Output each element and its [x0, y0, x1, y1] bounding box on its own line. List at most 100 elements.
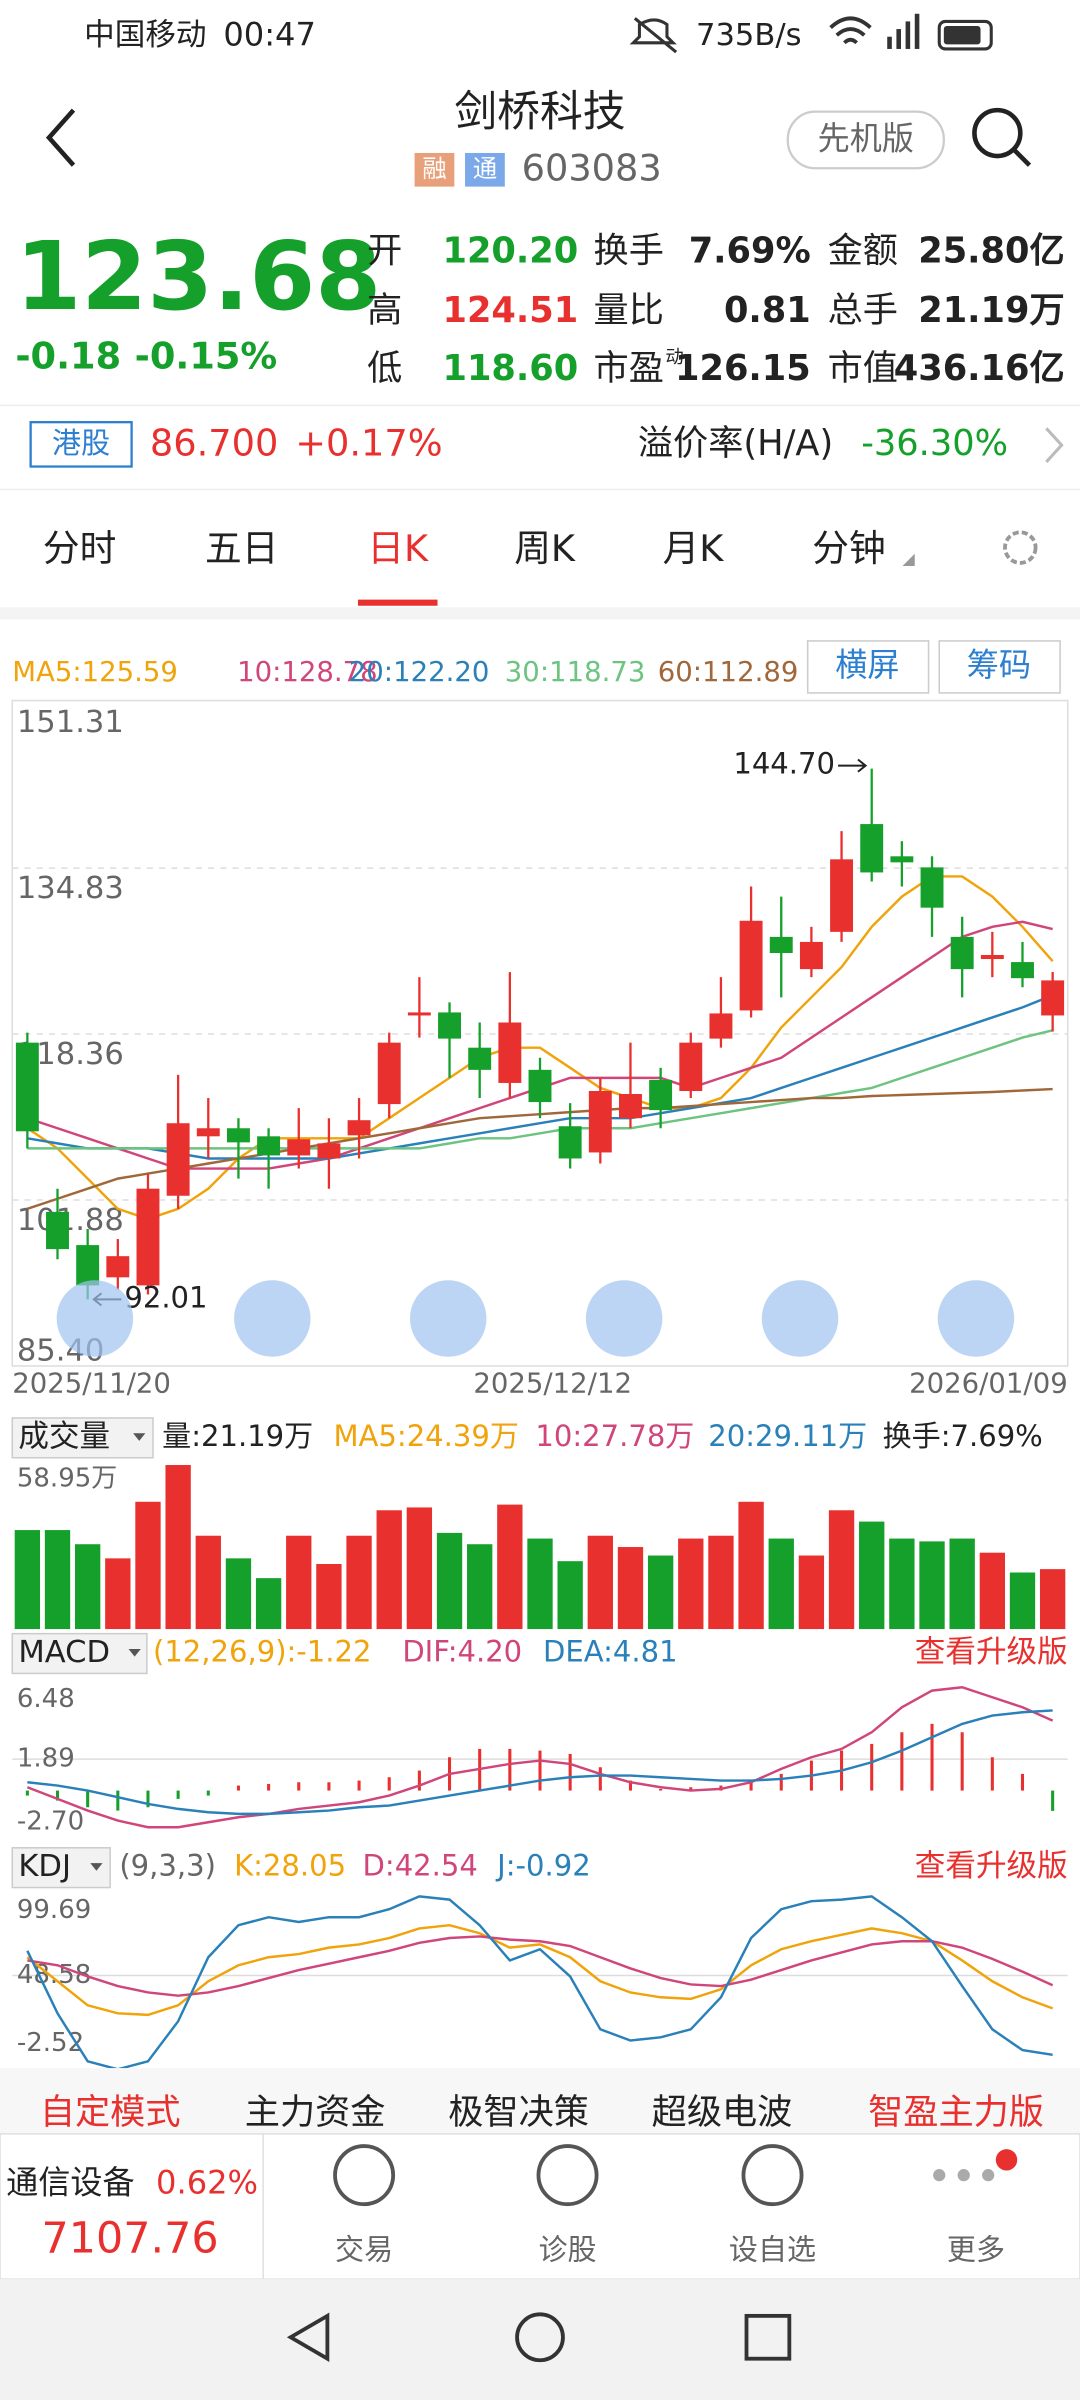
bottom-tab[interactable]: 主力资金 — [245, 2092, 386, 2133]
dropdown-caret — [90, 1863, 103, 1871]
nav-home[interactable] — [515, 2312, 565, 2363]
y-tick-label: 101.88 — [17, 1203, 124, 1238]
macd-params: (12,26,9):-1.22 — [153, 1635, 371, 1669]
hk-price: 86.700 — [150, 422, 278, 465]
bottom-tab[interactable]: 超级电波 — [652, 2092, 793, 2133]
field-value: 124.51 — [443, 290, 579, 331]
volume-stat: 量:21.19万 — [162, 1419, 313, 1453]
volume-stat: 10:27.78万 — [535, 1419, 694, 1453]
tag: 通 — [473, 154, 497, 183]
field-label-sup: 动 — [665, 347, 683, 368]
volume-bar — [195, 1535, 221, 1630]
chips-button[interactable] — [938, 640, 1061, 694]
volume-bar — [979, 1552, 1006, 1630]
field-label: 市值 — [828, 348, 898, 389]
indicator-line — [27, 1935, 1054, 1997]
volume-stat: 换手:7.69% — [883, 1419, 1043, 1453]
clock: 00:47 — [223, 16, 316, 54]
y-tick-label: 6.48 — [17, 1684, 75, 1714]
field-label: 总手 — [828, 290, 898, 331]
zoom-button[interactable] — [234, 1280, 311, 1357]
candle-body — [257, 1136, 281, 1156]
price-change-pct: -0.15% — [135, 334, 278, 377]
bottom-tab[interactable]: 自定模式 — [40, 2092, 181, 2133]
tab[interactable]: 五日 — [205, 527, 278, 570]
indicator-select[interactable] — [11, 1632, 148, 1675]
field-value: 118.60 — [443, 348, 579, 389]
tab[interactable]: 周K — [514, 527, 576, 570]
y-tick-label: 1.89 — [17, 1744, 75, 1774]
legend-item: 20:122.20 — [349, 656, 490, 688]
legend-item: K:28.05 — [234, 1849, 346, 1883]
tab[interactable]: 月K — [663, 527, 725, 570]
zoom-button[interactable] — [937, 1280, 1015, 1357]
field-value: 7.69% — [689, 230, 811, 271]
candle-body — [317, 1143, 341, 1159]
x-tick-label: 2025/12/12 — [473, 1367, 632, 1399]
candle-body — [438, 1012, 461, 1039]
indicator-select[interactable] — [11, 1417, 154, 1459]
zoom-button[interactable] — [761, 1280, 839, 1357]
mute-icon — [629, 17, 678, 54]
indicator-line — [26, 1686, 1054, 1829]
upgrade-link[interactable]: 查看升级版 — [915, 1635, 1068, 1670]
indicator-line — [27, 1029, 1053, 1150]
volume-bar — [768, 1538, 794, 1630]
indicator-select[interactable] — [11, 1847, 111, 1889]
volume-bar — [286, 1535, 312, 1630]
low-annotation: 92.01 — [124, 1280, 207, 1314]
volume-bar — [376, 1510, 402, 1630]
search-icon — [1012, 148, 1032, 167]
settings-button[interactable] — [1003, 530, 1038, 565]
signal-icon — [914, 13, 920, 49]
field-label: 低 — [367, 348, 402, 389]
chevron — [1045, 427, 1064, 463]
volume-bar — [255, 1578, 282, 1630]
nav-back[interactable] — [286, 2312, 330, 2363]
legend-item: 60:112.89 — [658, 656, 799, 688]
volume-bar — [587, 1535, 613, 1630]
field-label: 换手 — [594, 230, 664, 271]
zoom-button[interactable] — [585, 1280, 663, 1357]
volume-bar — [798, 1555, 825, 1630]
volume-bar — [135, 1501, 161, 1630]
zoom-button[interactable] — [409, 1280, 487, 1357]
action-label[interactable]: 更多 — [947, 2233, 1005, 2267]
field-label: 开 — [367, 230, 402, 271]
action-label[interactable]: 诊股 — [538, 2233, 596, 2267]
nav-recent[interactable] — [744, 2313, 792, 2361]
candle-body — [769, 936, 793, 954]
x-tick-label: 2026/01/09 — [909, 1367, 1068, 1399]
y-tick-label: 134.83 — [17, 871, 124, 906]
tab[interactable]: 分钟 — [812, 527, 885, 570]
field-label: 市盈 — [594, 348, 664, 389]
field-label: 金额 — [828, 230, 898, 271]
landscape-button[interactable] — [806, 640, 930, 694]
mode-button[interactable] — [786, 110, 945, 170]
dropdown-caret — [128, 1648, 141, 1657]
field-value: 21.19万 — [918, 290, 1064, 331]
bottom-tab[interactable]: 极智决策 — [448, 2092, 589, 2133]
signal-icon — [905, 21, 911, 49]
tab[interactable]: 分时 — [43, 527, 116, 570]
zoom-button[interactable] — [56, 1280, 134, 1357]
candle-body — [287, 1139, 311, 1156]
tag-badge — [414, 152, 455, 187]
back-button[interactable] — [45, 108, 76, 167]
field-value: 436.16亿 — [894, 348, 1065, 389]
candle-body — [196, 1128, 220, 1137]
candle-body — [588, 1090, 612, 1153]
candle-body — [1041, 980, 1065, 1016]
action-label[interactable]: 交易 — [335, 2233, 393, 2267]
bottom-tab[interactable]: 智盈主力版 — [868, 2092, 1044, 2133]
upgrade-link[interactable]: 查看升级版 — [915, 1849, 1068, 1884]
volume-bar — [406, 1507, 433, 1630]
action-label[interactable]: 设自选 — [729, 2233, 816, 2267]
candle-body — [136, 1188, 160, 1286]
nav-bar — [0, 2279, 1080, 2400]
tab[interactable]: 日K — [367, 527, 429, 570]
x-tick-label: 2025/11/20 — [12, 1367, 171, 1399]
legend-item: DEA:4.81 — [543, 1635, 678, 1669]
volume-bar — [1009, 1572, 1036, 1630]
search-button[interactable] — [972, 107, 1023, 159]
